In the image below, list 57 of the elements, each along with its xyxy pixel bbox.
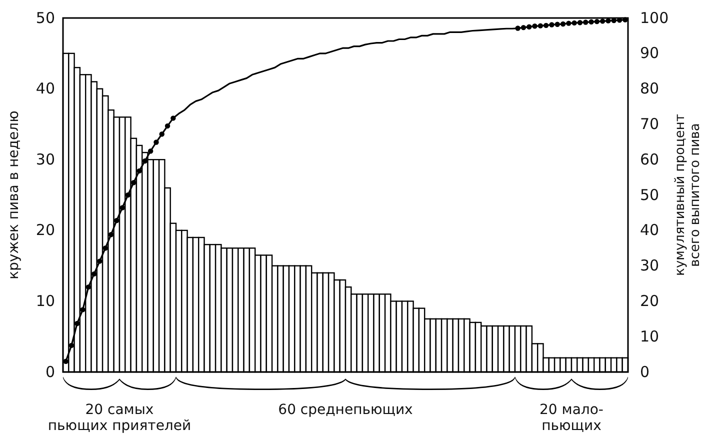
point [526, 24, 532, 30]
y2-tick-label: 100 [640, 8, 669, 27]
y2-tick-label: 40 [640, 221, 660, 240]
point [102, 246, 108, 251]
point [583, 20, 588, 25]
point [120, 205, 125, 210]
point [91, 271, 97, 277]
y-tick-label: 40 [36, 80, 55, 98]
y2-tick-label: 10 [640, 327, 660, 346]
y-tick-label: 30 [36, 150, 55, 168]
point [97, 258, 102, 264]
point [554, 22, 560, 27]
point [515, 26, 520, 31]
point [136, 168, 142, 174]
point [549, 22, 554, 28]
y-tick-label: 20 [36, 221, 55, 240]
point [68, 342, 74, 348]
point [86, 284, 92, 290]
point [520, 24, 526, 30]
y2-tick-label: 90 [640, 44, 660, 62]
y-tick-label: 0 [45, 362, 55, 381]
point [131, 180, 136, 186]
point [538, 23, 544, 28]
text: 20 мало- пьющих [540, 402, 604, 434]
point [560, 21, 566, 27]
point [577, 20, 583, 26]
y-axis-title: кружек пива в неделю [6, 110, 22, 280]
y2-tick-label: 0 [640, 362, 650, 381]
point [114, 218, 120, 224]
point [80, 307, 86, 312]
point [600, 18, 606, 24]
y-tick-label: 50 [36, 8, 55, 27]
y2-axis-title: кумулятивный процент всего выпитого пива [673, 114, 703, 276]
y2-tick-label: 60 [640, 150, 660, 168]
text: 20 самых пьющих приятелей [48, 402, 192, 434]
point [125, 192, 131, 198]
point [543, 22, 549, 28]
point [159, 132, 164, 137]
point [170, 116, 176, 121]
point [108, 232, 114, 238]
y2-tick-label: 80 [640, 80, 660, 98]
point [594, 18, 600, 24]
point [148, 148, 154, 154]
point [566, 20, 572, 26]
point [154, 140, 159, 145]
point [164, 123, 170, 129]
point [572, 20, 577, 26]
point [588, 19, 594, 24]
y-tick-label: 10 [36, 292, 55, 310]
y2-tick-label: 20 [640, 292, 660, 310]
y2-tick-label: 70 [640, 115, 660, 133]
y2-tick-label: 30 [640, 256, 660, 275]
point [532, 24, 538, 29]
y2-tick-label: 50 [640, 186, 660, 204]
point [142, 158, 148, 164]
text: 60 среднепьющих [278, 402, 413, 418]
point [74, 320, 80, 326]
